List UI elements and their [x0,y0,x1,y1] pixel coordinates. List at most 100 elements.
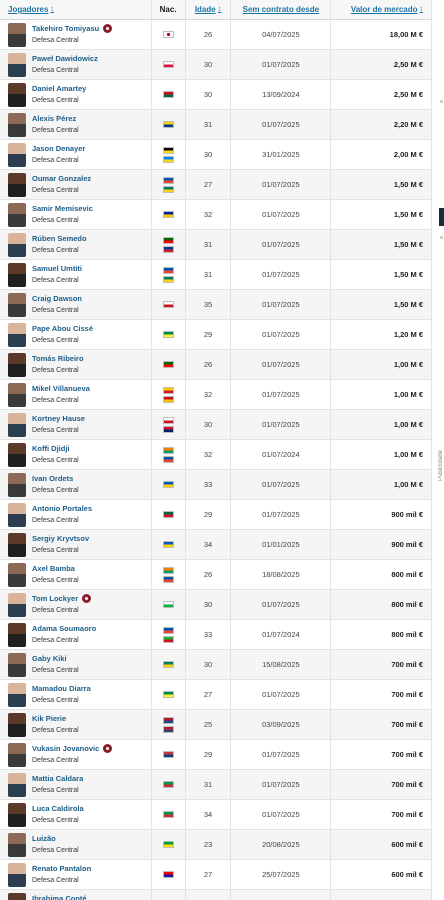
player-avatar[interactable] [8,532,26,557]
player-avatar[interactable] [8,712,26,737]
player-name[interactable]: Pape Abou Cissé [32,323,93,333]
sort-arrow-icon[interactable]: ↕ [419,6,424,13]
player-name-link[interactable]: Luca Caldirola [32,803,84,815]
player-avatar[interactable] [8,682,26,707]
player-name[interactable]: Mamadou Diarra [32,683,91,693]
player-name-link[interactable]: Samir Memisevic [32,203,93,215]
player-header-label[interactable]: Jogadores [8,5,49,14]
player-avatar[interactable] [8,262,26,287]
player-avatar[interactable] [8,202,26,227]
player-avatar[interactable] [8,172,26,197]
player-name-link[interactable]: Tomás Ribeiro [32,353,84,365]
player-name-link[interactable]: Ivan Ordets [32,473,79,485]
player-name[interactable]: Oumar Gonzalez [32,173,92,183]
player-name[interactable]: Axel Bamba [32,563,75,573]
player-avatar[interactable] [8,562,26,587]
sort-arrow-icon[interactable]: ↕ [50,6,54,13]
sort-since-header[interactable]: Sem contrato desde [231,0,332,20]
sort-player-header[interactable]: Jogadores ↕ [0,0,152,20]
player-name-link[interactable]: Oumar Gonzalez [32,173,91,185]
injury-icon[interactable] [82,594,92,603]
player-name[interactable]: Luca Caldirola [32,803,84,813]
player-name[interactable]: Gaby Kiki [32,653,67,663]
sidebar-tab[interactable] [439,208,444,226]
player-avatar[interactable] [8,412,26,437]
player-avatar[interactable] [8,502,26,527]
player-name-link[interactable]: Paweł Dawidowicz [32,53,98,65]
injury-icon[interactable] [103,24,113,33]
player-name[interactable]: Craig Dawson [32,293,83,303]
player-name[interactable]: Samuel Umtiti [32,263,83,273]
player-name-link[interactable]: Sergiy Kryvtsov [32,533,89,545]
player-name-link[interactable]: Takehiro Tomiyasu [32,23,113,35]
player-name[interactable]: Alexis Pérez [32,113,77,123]
player-name[interactable]: Tom Lockyer [32,593,79,603]
player-name-link[interactable]: Ibrahima Conté [32,893,87,900]
player-avatar[interactable] [8,832,26,857]
player-avatar[interactable] [8,742,26,767]
player-avatar[interactable] [8,802,26,827]
player-avatar[interactable] [8,382,26,407]
player-name-link[interactable]: Mattia Caldara [32,773,83,785]
player-name-link[interactable]: Axel Bamba [32,563,79,575]
player-name-link[interactable]: Craig Dawson [32,293,82,305]
player-name-link[interactable]: Samuel Umtiti [32,263,82,275]
player-avatar[interactable] [8,322,26,347]
player-name-link[interactable]: Pape Abou Cissé [32,323,93,335]
player-name-link[interactable]: Tom Lockyer [32,593,92,605]
player-name-link[interactable]: Kortney Hause [32,413,85,425]
player-name-link[interactable]: Vukasin Jovanovic [32,743,113,755]
age-header-label[interactable]: Idade [194,5,216,14]
player-name-link[interactable]: Rúben Semedo [32,233,87,245]
player-avatar[interactable] [8,22,26,47]
player-name[interactable]: Luizão [32,833,56,843]
player-avatar[interactable] [8,892,26,900]
player-avatar[interactable] [8,112,26,137]
player-avatar[interactable] [8,862,26,887]
player-name-link[interactable]: Koffi Djidji [32,443,79,455]
value-header-label[interactable]: Valor de mercado [350,5,418,14]
player-name[interactable]: Takehiro Tomiyasu [32,23,100,33]
player-name[interactable]: Mikel Villanueva [32,383,90,393]
player-avatar[interactable] [8,442,26,467]
player-name[interactable]: Renato Pantalon [32,863,92,873]
player-avatar[interactable] [8,82,26,107]
player-avatar[interactable] [8,772,26,797]
player-avatar[interactable] [8,52,26,77]
injury-icon[interactable] [103,744,113,753]
player-name[interactable]: Mattia Caldara [32,773,84,783]
player-name-link[interactable]: Mamadou Diarra [32,683,91,695]
player-name-link[interactable]: Jason Denayer [32,143,85,155]
since-header-label[interactable]: Sem contrato desde [242,5,320,14]
player-name[interactable]: Rúben Semedo [32,233,87,243]
player-name[interactable]: Ivan Ordets [32,473,74,483]
player-name-link[interactable]: Daniel Amartey [32,83,86,95]
player-name[interactable]: Antonio Portales [32,503,93,513]
player-avatar[interactable] [8,622,26,647]
player-avatar[interactable] [8,142,26,167]
player-name[interactable]: Kortney Hause [32,413,85,423]
player-name[interactable]: Daniel Amartey [32,83,87,93]
player-name-link[interactable]: Renato Pantalon [32,863,91,875]
player-avatar[interactable] [8,352,26,377]
player-name-link[interactable]: Adama Soumaoro [32,623,96,635]
player-name[interactable]: Paweł Dawidowicz [32,53,98,63]
player-name[interactable]: Kik Pierie [32,713,67,723]
player-avatar[interactable] [8,232,26,257]
sort-value-header[interactable]: Valor de mercado ↕ [331,0,431,20]
player-name-link[interactable]: Antonio Portales [32,503,92,515]
player-name[interactable]: Koffi Djidji [32,443,70,453]
player-avatar[interactable] [8,472,26,497]
player-avatar[interactable] [8,652,26,677]
sort-arrow-icon[interactable]: ↕ [217,6,222,13]
player-name[interactable]: Tomás Ribeiro [32,353,84,363]
player-name[interactable]: Ibrahima Conté [32,893,87,900]
player-name[interactable]: Vukasin Jovanovic [32,743,100,753]
player-name-link[interactable]: Alexis Pérez [32,113,79,125]
player-avatar[interactable] [8,592,26,617]
player-name-link[interactable]: Gaby Kiki [32,653,79,665]
sort-age-header[interactable]: Idade ↕ [186,0,232,20]
player-avatar[interactable] [8,292,26,317]
player-name[interactable]: Jason Denayer [32,143,86,153]
player-name-link[interactable]: Mikel Villanueva [32,383,90,395]
